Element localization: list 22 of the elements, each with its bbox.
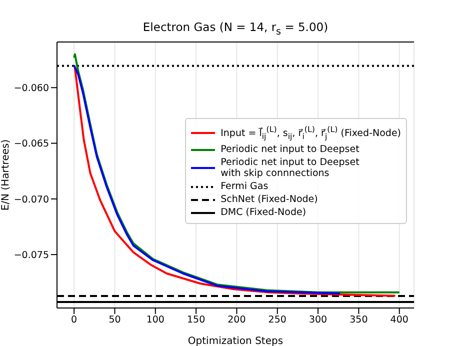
x-tick-label: 350: [350, 314, 368, 326]
chart-title: Electron Gas (N = 14, r$_{s}$ = 5.00): [142, 20, 330, 38]
x-tick-label: 400: [390, 314, 408, 326]
y-tick-label: −0.070: [14, 194, 49, 206]
y-tick-label: −0.060: [14, 83, 49, 94]
y-tick-label: −0.075: [14, 250, 49, 261]
legend-label: Periodic net input to Deepset: [220, 144, 360, 156]
x-tick-label: 200: [228, 314, 246, 326]
x-tick-label: 0: [71, 314, 78, 326]
text: Input = l⃗$_{ij}$$^{(L)}$, s$_{ij}$, r⃗$_{i}$$^{(L)}$, r⃗$_{j}$$^{(L)}$ (Fixed-Node): [220, 125, 401, 142]
x-tick-label: 150: [186, 314, 206, 326]
legend-label: Periodic net input to Deepset with skip connnections: [220, 157, 360, 180]
x-tick-label: 50: [108, 314, 121, 326]
legend-label: DMC (Fixed-Node): [220, 207, 306, 218]
y-tick-label: −0.065: [14, 138, 49, 150]
y-axis-title: E/N (Hartrees): [0, 139, 12, 211]
legend-label: Fermi Gas: [220, 181, 268, 192]
legend-label: SchNet (Fixed-Node): [220, 194, 318, 206]
x-axis-title: Optimization Steps: [188, 336, 284, 346]
x-tick-label: 100: [146, 314, 164, 326]
x-tick-label: 250: [268, 314, 286, 326]
x-tick-label: 300: [308, 314, 328, 326]
